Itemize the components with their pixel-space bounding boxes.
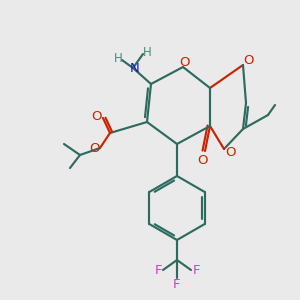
Text: F: F bbox=[173, 278, 181, 292]
Text: N: N bbox=[130, 62, 140, 76]
Text: O: O bbox=[226, 146, 236, 160]
Text: O: O bbox=[243, 53, 253, 67]
Text: O: O bbox=[180, 56, 190, 68]
Text: O: O bbox=[92, 110, 102, 122]
Text: F: F bbox=[154, 265, 162, 278]
Text: O: O bbox=[197, 154, 207, 166]
Text: H: H bbox=[142, 46, 152, 59]
Text: H: H bbox=[114, 52, 122, 64]
Text: F: F bbox=[192, 265, 200, 278]
Text: O: O bbox=[89, 142, 99, 155]
